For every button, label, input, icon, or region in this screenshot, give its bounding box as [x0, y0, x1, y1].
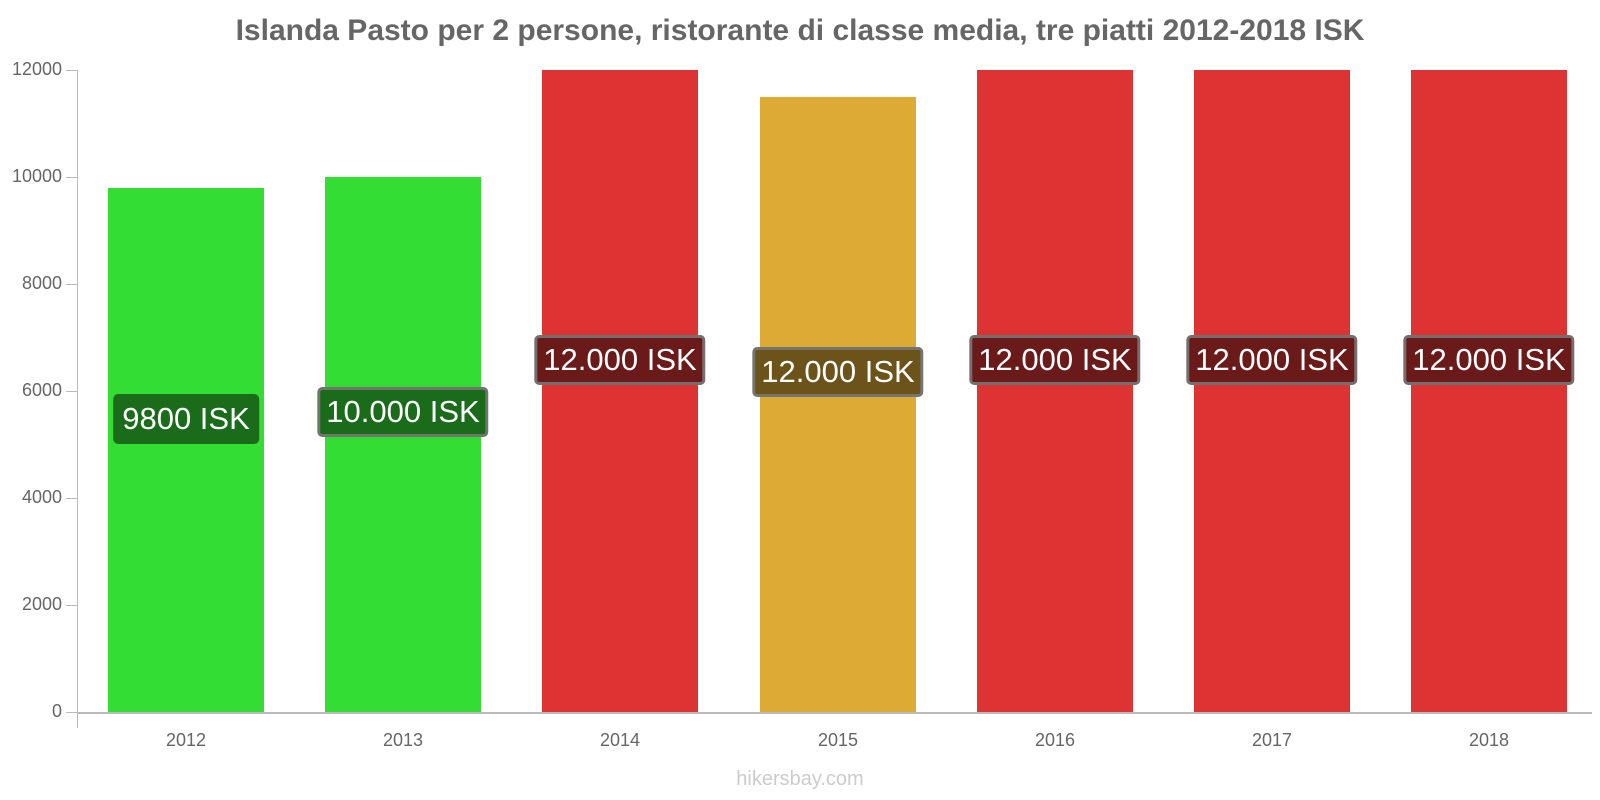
y-axis-line	[77, 70, 78, 728]
bar-2018	[1411, 70, 1567, 712]
y-tick-mark	[66, 605, 77, 606]
y-tick-label: 2000	[21, 594, 62, 614]
bar-2012	[108, 187, 264, 712]
x-axis-line	[77, 712, 1592, 714]
x-tick-label: 2013	[382, 730, 424, 750]
y-tick-label: 12000	[11, 59, 62, 79]
value-label-2014: 12.000 ISK	[534, 335, 706, 385]
x-tick-label: 2016	[1034, 730, 1076, 750]
y-tick-label: 0	[51, 701, 62, 721]
x-tick-label: 2012	[165, 730, 207, 750]
bar-2017	[1194, 70, 1350, 712]
y-tick-mark	[66, 284, 77, 285]
x-tick-label: 2017	[1251, 730, 1293, 750]
y-tick-label: 6000	[21, 380, 62, 400]
y-tick-mark	[66, 712, 77, 713]
y-tick-label: 4000	[21, 487, 62, 507]
x-tick-label: 2018	[1468, 730, 1510, 750]
value-label-2015: 12.000 ISK	[752, 347, 924, 397]
bar-2016	[977, 70, 1133, 712]
value-label-2016: 12.000 ISK	[969, 335, 1141, 385]
value-label-2018: 12.000 ISK	[1403, 335, 1575, 385]
bar-2013	[325, 177, 481, 712]
x-tick-label: 2015	[817, 730, 859, 750]
bar-2015	[760, 96, 916, 712]
y-tick-mark	[66, 498, 77, 499]
value-label-2017: 12.000 ISK	[1186, 335, 1358, 385]
y-tick-label: 10000	[11, 166, 62, 186]
value-label-2012: 9800 ISK	[113, 394, 259, 444]
x-tick-label: 2014	[599, 730, 641, 750]
y-tick-mark	[66, 70, 77, 71]
y-tick-mark	[66, 391, 77, 392]
value-label-2013: 10.000 ISK	[317, 387, 489, 437]
y-tick-label: 8000	[21, 273, 62, 293]
chart-title: Islanda Pasto per 2 persone, ristorante …	[235, 14, 1365, 47]
bar-2014	[542, 70, 698, 712]
watermark: hikersbay.com	[736, 768, 864, 790]
y-tick-mark	[66, 177, 77, 178]
